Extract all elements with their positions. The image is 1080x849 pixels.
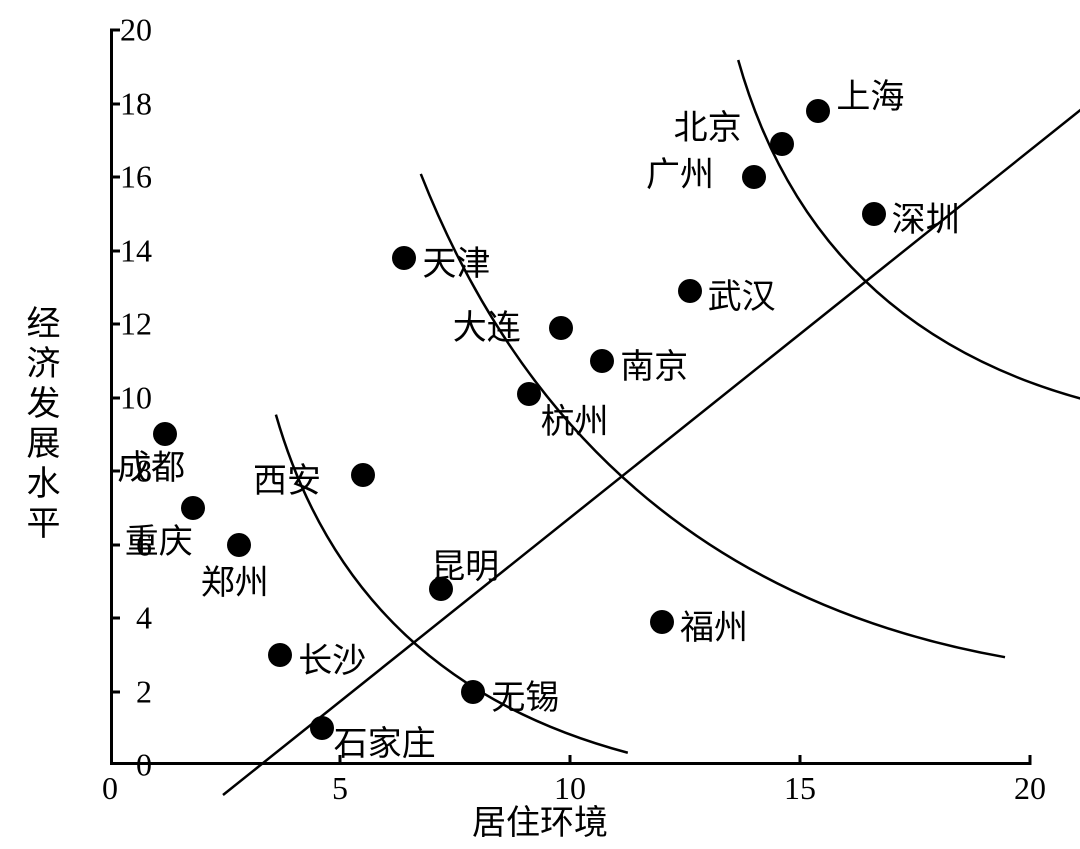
data-point [862, 202, 886, 226]
y-tick [110, 690, 120, 693]
y-tick-label: 20 [120, 12, 152, 49]
point-label: 深圳 [892, 192, 960, 241]
point-label: 北京 [674, 100, 742, 149]
y-tick-label: 10 [120, 379, 152, 416]
y-tick-label: 0 [136, 747, 152, 784]
data-point [268, 643, 292, 667]
data-point [678, 279, 702, 303]
y-axis-label: 经济发展水平 [15, 305, 64, 545]
y-tick-label: 18 [120, 85, 152, 122]
point-label: 郑州 [201, 555, 269, 604]
y-tick [110, 29, 120, 32]
data-point [392, 246, 416, 270]
point-label: 南京 [620, 339, 688, 388]
y-tick [110, 102, 120, 105]
data-point [351, 463, 375, 487]
x-tick [1029, 755, 1032, 765]
point-label: 石家庄 [334, 716, 436, 765]
point-label: 广州 [646, 147, 714, 196]
y-tick-label: 16 [120, 159, 152, 196]
data-point [310, 716, 334, 740]
data-point [806, 99, 830, 123]
x-tick-label: 20 [1014, 770, 1046, 807]
point-label: 大连 [453, 300, 521, 349]
scatter-chart: 经济发展水平 居住环境 0246810121416182005101520 上海… [0, 0, 1080, 849]
y-tick-label: 4 [136, 600, 152, 637]
data-point [461, 680, 485, 704]
y-tick [110, 543, 120, 546]
x-tick [799, 755, 802, 765]
point-label: 重庆 [125, 514, 193, 563]
data-point [590, 349, 614, 373]
point-label: 成都 [117, 440, 185, 489]
y-tick [110, 396, 120, 399]
point-label: 武汉 [708, 269, 776, 318]
x-tick-label: 10 [554, 770, 586, 807]
y-tick-label: 14 [120, 232, 152, 269]
y-tick-label: 2 [136, 673, 152, 710]
x-axis-label: 居住环境 [472, 795, 608, 844]
y-tick [110, 249, 120, 252]
point-label: 杭州 [541, 394, 609, 443]
y-tick [110, 323, 120, 326]
point-label: 福州 [680, 600, 748, 649]
x-tick-label: 15 [784, 770, 816, 807]
data-point [517, 382, 541, 406]
data-point [742, 165, 766, 189]
mid-curve [421, 174, 1005, 657]
x-tick [569, 755, 572, 765]
point-label: 昆明 [431, 539, 499, 588]
x-tick-label: 0 [102, 770, 118, 807]
data-point [227, 533, 251, 557]
point-label: 长沙 [298, 633, 366, 682]
data-point [650, 610, 674, 634]
y-tick [110, 617, 120, 620]
y-tick [110, 176, 120, 179]
point-label: 西安 [253, 453, 321, 502]
y-tick-label: 12 [120, 306, 152, 343]
data-point [770, 132, 794, 156]
x-tick-label: 5 [332, 770, 348, 807]
point-label: 天津 [422, 236, 490, 285]
data-point [549, 316, 573, 340]
point-label: 无锡 [491, 670, 559, 719]
point-label: 上海 [836, 69, 904, 118]
